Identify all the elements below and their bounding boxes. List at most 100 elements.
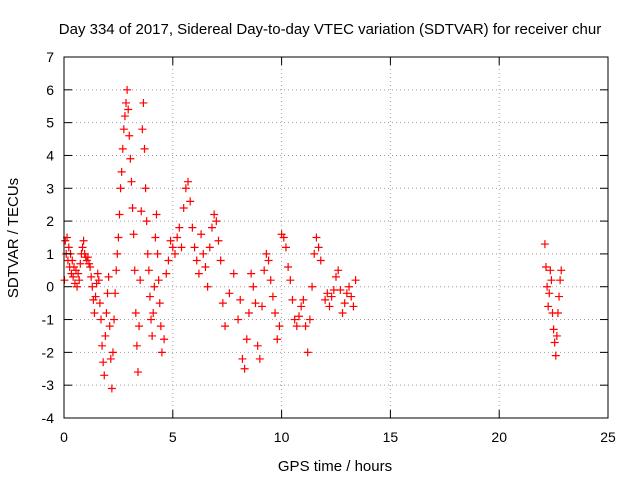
data-point	[253, 341, 262, 350]
data-point	[61, 236, 70, 245]
data-point	[540, 240, 549, 249]
data-point	[312, 233, 321, 242]
data-point	[85, 259, 94, 268]
data-point	[212, 217, 221, 226]
data-point	[303, 348, 312, 357]
data-point	[547, 276, 556, 285]
data-point	[118, 144, 127, 153]
data-point	[342, 289, 351, 298]
data-point	[207, 223, 216, 232]
data-point	[119, 125, 128, 134]
data-point	[181, 184, 190, 193]
data-point	[103, 289, 112, 298]
data-point	[101, 331, 110, 340]
data-point	[190, 243, 199, 252]
data-point	[275, 322, 284, 331]
data-point	[168, 243, 177, 252]
data-point	[124, 105, 133, 114]
y-tick-label: -1	[42, 312, 55, 328]
data-point	[255, 354, 264, 363]
data-point	[98, 341, 107, 350]
data-point	[162, 269, 171, 278]
data-point	[240, 364, 249, 373]
y-tick-label: 5	[46, 115, 54, 131]
data-point	[90, 308, 99, 317]
data-point	[236, 295, 245, 304]
data-point	[327, 292, 336, 301]
data-point	[244, 308, 253, 317]
data-point	[131, 308, 140, 317]
data-point	[545, 289, 554, 298]
data-point	[142, 217, 151, 226]
data-point	[68, 256, 77, 265]
data-point	[157, 348, 166, 357]
data-point	[64, 243, 73, 252]
data-point	[105, 322, 114, 331]
data-point	[550, 338, 559, 347]
data-point	[264, 256, 273, 265]
data-point	[238, 354, 247, 363]
data-point	[316, 256, 325, 265]
y-tick-label: 7	[46, 49, 54, 65]
data-point	[153, 249, 162, 258]
data-point	[160, 335, 169, 344]
data-point	[260, 266, 269, 275]
data-point	[140, 144, 149, 153]
data-point	[114, 233, 123, 242]
data-point	[541, 263, 550, 272]
data-point	[152, 210, 161, 219]
data-point	[70, 263, 79, 272]
data-point	[216, 256, 225, 265]
x-tick-label: 10	[274, 429, 290, 445]
data-point	[552, 331, 561, 340]
data-point	[170, 249, 179, 258]
data-point	[225, 289, 234, 298]
data-point	[188, 223, 197, 232]
data-point	[349, 302, 358, 311]
data-point	[138, 125, 147, 134]
data-point	[102, 308, 111, 317]
data-point	[351, 276, 360, 285]
data-point	[251, 299, 260, 308]
data-point	[553, 308, 562, 317]
data-point	[234, 315, 243, 324]
data-layer	[60, 85, 566, 393]
data-point	[345, 282, 354, 291]
data-point	[144, 266, 153, 275]
data-point	[148, 331, 157, 340]
data-point	[143, 249, 152, 258]
data-point	[258, 302, 267, 311]
data-point	[115, 210, 124, 219]
data-point	[201, 263, 210, 272]
data-point	[173, 233, 182, 242]
y-axis-label: SDTVAR / TECUs	[5, 178, 22, 298]
data-point	[555, 292, 564, 301]
data-point	[247, 269, 256, 278]
data-point	[155, 299, 164, 308]
data-point	[557, 266, 566, 275]
data-point	[544, 302, 553, 311]
data-point	[133, 368, 142, 377]
data-point	[295, 312, 304, 321]
data-point	[299, 295, 308, 304]
data-point	[93, 269, 102, 278]
y-tick-label: -4	[42, 410, 55, 426]
data-point	[116, 184, 125, 193]
data-point	[120, 112, 129, 121]
data-point	[184, 177, 193, 186]
data-point	[79, 236, 88, 245]
data-point	[323, 289, 332, 298]
data-point	[150, 282, 159, 291]
data-point	[229, 269, 238, 278]
data-point	[194, 269, 203, 278]
y-tick-label: 1	[46, 246, 54, 262]
data-point	[218, 299, 227, 308]
data-point	[284, 263, 293, 272]
data-point	[123, 85, 132, 94]
data-point	[149, 308, 158, 317]
data-point	[74, 269, 83, 278]
data-point	[301, 322, 310, 331]
data-point	[268, 292, 277, 301]
data-point	[281, 243, 290, 252]
